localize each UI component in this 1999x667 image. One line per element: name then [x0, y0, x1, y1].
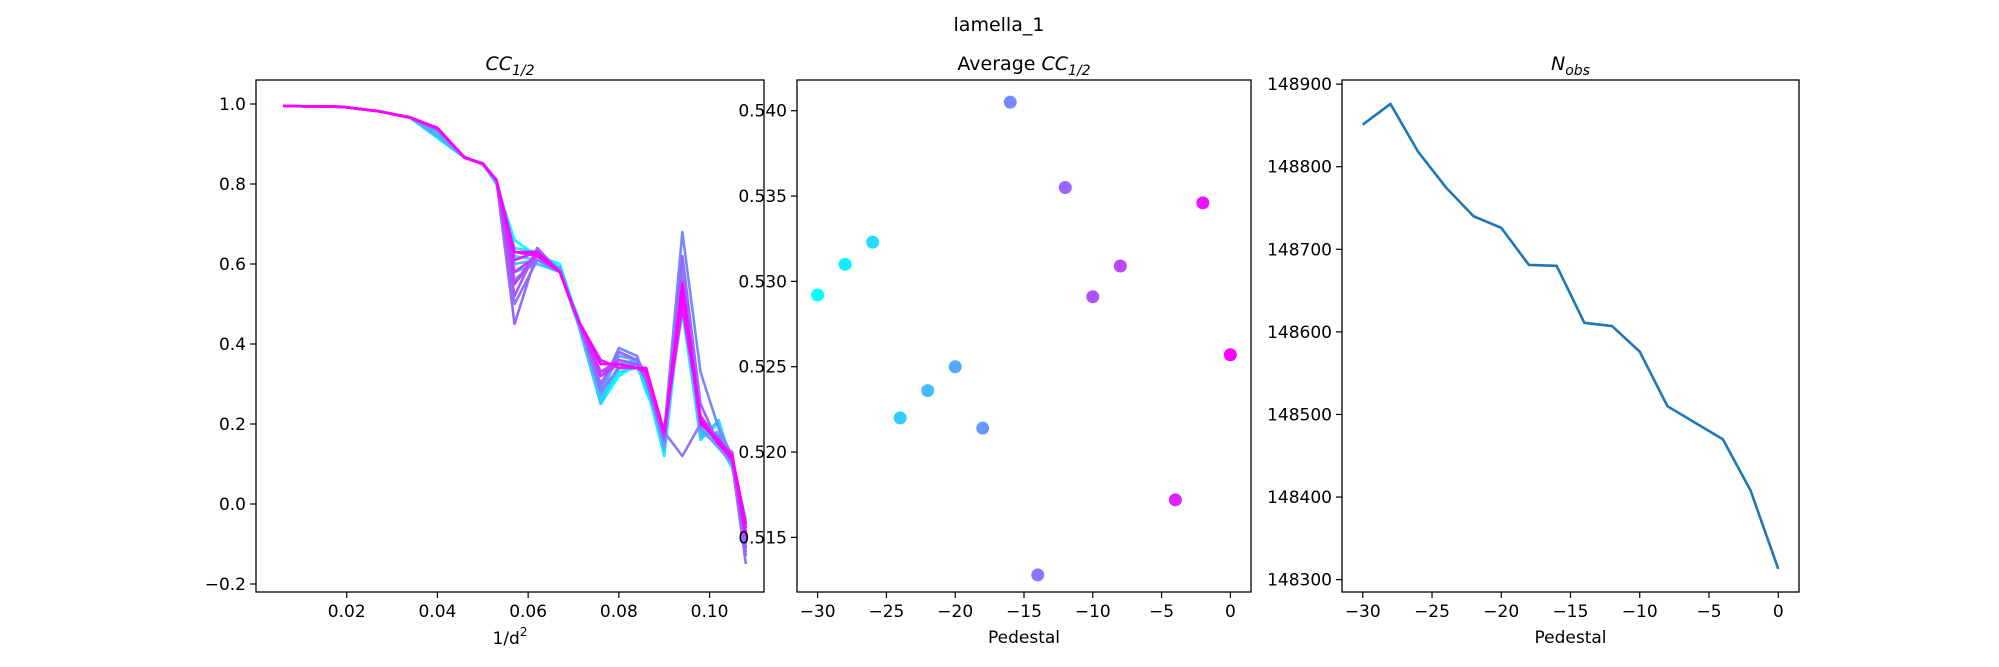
x-tick-label: −15	[1006, 602, 1042, 622]
axes-title: CC1/2	[485, 53, 534, 79]
y-tick-label: 0.530	[738, 272, 787, 292]
x-axis-label: Pedestal	[988, 628, 1060, 648]
x-tick-label: 0	[1225, 602, 1236, 622]
y-tick-label: 0.2	[219, 415, 246, 435]
scatter-point	[1196, 196, 1210, 210]
y-tick-label: 0.6	[219, 255, 246, 275]
x-tick-label: 0	[1773, 602, 1784, 622]
axes-frame	[796, 79, 1252, 593]
y-tick-label: 0.4	[219, 335, 246, 355]
scatter-point	[976, 421, 990, 435]
y-tick-label: 148400	[1267, 488, 1332, 508]
x-tick-label: −5	[1149, 602, 1174, 622]
y-tick-label: 0.540	[738, 102, 787, 122]
x-tick-label: −25	[1414, 602, 1450, 622]
y-tick-label: 148500	[1267, 405, 1332, 425]
y-tick-label: 0.515	[738, 528, 787, 548]
x-tick-label: −10	[1075, 602, 1111, 622]
y-tick-label: 1.0	[219, 95, 246, 115]
axes-frame	[1341, 79, 1800, 593]
y-tick-label: −0.2	[205, 575, 246, 595]
y-tick-label: 0.535	[738, 187, 787, 207]
scatter-point	[838, 257, 852, 271]
scatter-point	[1113, 259, 1127, 273]
x-tick-label: −30	[1345, 602, 1381, 622]
x-tick-label: −10	[1622, 602, 1658, 622]
x-tick-label: −20	[1483, 602, 1519, 622]
series-line	[283, 104, 748, 525]
x-tick-label: 0.10	[691, 602, 729, 622]
n-obs-panel: −30 −25 −20 −15 −10 −5 0 148300 148400 148500 1486…	[1267, 53, 1800, 648]
scatter-point	[1003, 95, 1017, 109]
scatter-point	[1086, 290, 1100, 304]
average-cc-half-panel: −30 −25 −20 −15 −10 −5 0 0.515 0.520 0.525 0.530 0.…	[738, 53, 1252, 648]
x-axis-label: 1/d2	[493, 625, 528, 649]
axes-frame	[255, 79, 765, 593]
scatter-point	[1168, 493, 1182, 507]
scatter-point	[1223, 348, 1237, 362]
x-tick-label: 0.04	[418, 602, 456, 622]
y-tick-label: 0.8	[219, 175, 246, 195]
figure-suptitle: lamella_1	[954, 14, 1045, 36]
x-tick-label: 0.06	[509, 602, 547, 622]
scatter-point	[948, 360, 962, 374]
scatter-point	[811, 288, 825, 302]
y-tick-label: 0.525	[738, 358, 787, 378]
scatter-point	[1031, 568, 1045, 582]
x-tick-label: −25	[868, 602, 904, 622]
x-tick-label: −15	[1553, 602, 1589, 622]
y-tick-label: 148900	[1267, 75, 1332, 95]
y-tick-label: 148300	[1267, 571, 1332, 591]
scatter-point	[893, 411, 907, 425]
x-axis-label: Pedestal	[1534, 628, 1606, 648]
scatter-point	[1058, 181, 1072, 195]
axes-title: Nobs	[1551, 53, 1590, 79]
axes-title: Average CC1/2	[957, 53, 1090, 79]
scatter-point	[921, 384, 935, 398]
y-tick-label: 0.0	[219, 495, 246, 515]
x-tick-label: −30	[800, 602, 836, 622]
x-tick-label: −20	[937, 602, 973, 622]
x-tick-label: 0.08	[600, 602, 638, 622]
cc-half-panel: 0.02 0.04 0.06 0.08 0.10 −0.2 0.0 0.2 0.4 0.6 0.8 1…	[205, 53, 765, 649]
scatter-point	[866, 235, 880, 249]
y-tick-label: 148600	[1267, 323, 1332, 343]
y-tick-label: 148800	[1267, 158, 1332, 178]
y-tick-label: 0.520	[738, 443, 787, 463]
x-tick-label: −5	[1696, 602, 1721, 622]
x-tick-label: 0.02	[328, 602, 366, 622]
y-tick-label: 148700	[1267, 240, 1332, 260]
n-obs-line	[1361, 102, 1780, 570]
